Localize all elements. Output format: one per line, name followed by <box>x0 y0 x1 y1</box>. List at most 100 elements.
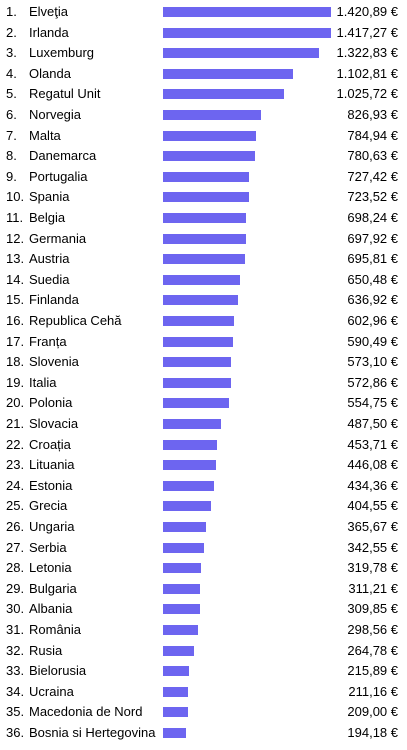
chart-row: 2. Irlanda 1.417,27 € <box>0 23 407 44</box>
value-bar <box>163 686 188 697</box>
country-label: Portugalia <box>29 168 88 184</box>
rank-label: 10. <box>6 189 25 205</box>
country-label: Grecia <box>29 498 68 514</box>
chart-row: 33. Bielorusia 215,89 € <box>0 661 407 682</box>
country-label: Bosnia si Hertegovina <box>29 725 156 740</box>
rank-label: 20. <box>6 395 25 411</box>
chart-row: 26. Ungaria 365,67 € <box>0 517 407 538</box>
rank-label: 36. <box>6 725 25 740</box>
value-bar <box>163 666 189 677</box>
value-bar <box>163 171 249 182</box>
value-bar <box>163 480 215 491</box>
country-label: Germania <box>29 230 87 246</box>
rank-label: 21. <box>6 416 25 431</box>
value-bar <box>163 439 217 450</box>
value-bar <box>163 398 229 409</box>
chart-row: 8. Danemarca 780,63 € <box>0 146 407 167</box>
value-label: 723,52 € <box>347 189 398 205</box>
country-label: Malta <box>29 127 61 143</box>
chart-row: 7. Malta 784,94 € <box>0 126 407 147</box>
country-label: România <box>29 622 82 637</box>
value-bar <box>163 316 235 326</box>
chart-row: 4. Olanda 1.102,81 € <box>0 64 407 85</box>
rank-label: 17. <box>6 333 25 349</box>
chart-row: 3. Luxemburg 1.322,83 € <box>0 43 407 64</box>
value-label: 215,89 € <box>347 663 398 679</box>
rank-label: 30. <box>6 601 25 617</box>
rank-label: 12. <box>6 230 25 246</box>
rank-label: 13. <box>6 251 25 267</box>
value-bar <box>163 542 204 553</box>
value-label: 636,92 € <box>347 292 398 308</box>
country-label: Republica Cehă <box>29 313 122 328</box>
rank-label: 15. <box>6 292 25 308</box>
rank-label: 18. <box>6 354 25 370</box>
chart-row: 35. Macedonia de Nord 209,00 € <box>0 702 407 723</box>
value-bar <box>163 460 216 471</box>
country-label: Italia <box>29 374 57 390</box>
value-label: 572,86 € <box>347 374 398 390</box>
value-bar <box>163 728 186 738</box>
rank-label: 1. <box>6 4 17 19</box>
rank-label: 28. <box>6 560 25 576</box>
country-label: Rusia <box>29 642 63 658</box>
rank-label: 25. <box>6 498 25 514</box>
chart-row: 23. Lituania 446,08 € <box>0 455 407 476</box>
rank-label: 34. <box>6 683 25 699</box>
rank-label: 27. <box>6 539 25 555</box>
value-bar <box>163 357 231 368</box>
rank-label: 33. <box>6 663 25 679</box>
value-label: 487,50 € <box>347 416 398 431</box>
rank-label: 24. <box>6 477 25 493</box>
value-bar <box>163 48 320 59</box>
value-bar <box>163 151 256 162</box>
country-label: Macedonia de Nord <box>29 704 143 720</box>
rank-label: 19. <box>6 374 25 390</box>
value-label: 573,10 € <box>347 354 398 370</box>
country-label: Slovenia <box>29 354 79 370</box>
chart-row: 34. Ucraina 211,16 € <box>0 682 407 703</box>
value-bar <box>163 110 261 120</box>
value-label: 826,93 € <box>347 107 398 122</box>
value-label: 698,24 € <box>347 210 398 225</box>
country-label: Spania <box>29 189 70 205</box>
chart-row: 20. Polonia 554,75 € <box>0 393 407 414</box>
value-label: 319,78 € <box>347 560 398 576</box>
rank-label: 8. <box>6 148 17 164</box>
value-bar <box>163 336 233 347</box>
chart-row: 1. Elveţia 1.420,89 € <box>0 2 407 23</box>
value-bar <box>163 254 246 265</box>
value-bar <box>163 501 211 512</box>
value-bar <box>163 89 285 100</box>
chart-row: 19. Italia 572,86 € <box>0 373 407 394</box>
value-bar <box>163 583 200 594</box>
value-label: 780,63 € <box>347 148 398 164</box>
value-bar <box>163 192 249 203</box>
chart-row: 10. Spania 723,52 € <box>0 187 407 208</box>
value-label: 194,18 € <box>347 725 398 740</box>
value-label: 311,21 € <box>348 580 398 596</box>
value-label: 650,48 € <box>347 271 398 287</box>
value-bar <box>163 274 240 285</box>
value-label: 727,42 € <box>347 168 398 184</box>
rank-label: 14. <box>6 271 25 287</box>
value-label: 1.417,27 € <box>336 24 398 40</box>
value-bar <box>163 7 331 17</box>
value-label: 602,96 € <box>347 313 398 328</box>
country-label: Olanda <box>29 65 71 81</box>
country-label: Austria <box>29 251 70 267</box>
country-label: Estonia <box>29 477 73 493</box>
country-label: Ucraina <box>29 683 74 699</box>
chart-row: 9. Portugalia 727,42 € <box>0 167 407 188</box>
value-bar <box>163 27 331 38</box>
value-label: 784,94 € <box>347 127 398 143</box>
value-label: 211,16 € <box>348 683 398 699</box>
chart-row: 15. Finlanda 636,92 € <box>0 290 407 311</box>
rank-label: 31. <box>6 622 25 637</box>
chart-row: 11. Belgia 698,24 € <box>0 208 407 229</box>
country-label: Serbia <box>29 539 67 555</box>
rank-label: 26. <box>6 519 25 534</box>
chart-row: 5. Regatul Unit 1.025,72 € <box>0 84 407 105</box>
country-label: Slovacia <box>29 416 79 431</box>
